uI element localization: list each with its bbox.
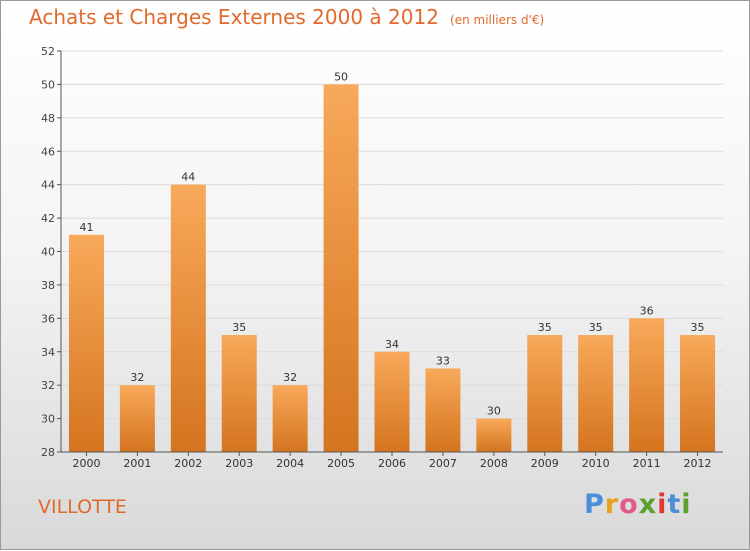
bar — [272, 385, 308, 452]
data-label: 35 — [691, 321, 705, 334]
bar — [476, 418, 512, 452]
y-tick-label: 46 — [41, 145, 55, 158]
data-label: 32 — [130, 371, 144, 384]
y-tick-label: 44 — [41, 179, 55, 192]
title-unit: (en milliers d'€) — [450, 13, 545, 27]
x-tick-label: 2009 — [531, 457, 559, 470]
y-tick-label: 50 — [41, 78, 55, 91]
bar — [323, 84, 359, 453]
axes: 28 30 32 34 36 38 40 42 44 46 48 50 52 — [41, 45, 723, 459]
y-tick-label: 48 — [41, 112, 55, 125]
data-label: 36 — [640, 304, 654, 317]
x-tick-label: 2000 — [72, 457, 100, 470]
bar — [527, 335, 563, 452]
x-tick-label: 2006 — [378, 457, 406, 470]
data-label: 50 — [334, 70, 348, 83]
y-tick-label: 28 — [41, 446, 55, 459]
bar — [68, 234, 104, 452]
x-tick-label: 2010 — [582, 457, 610, 470]
x-tick-label: 2002 — [174, 457, 202, 470]
data-label: 34 — [385, 338, 399, 351]
data-label: 30 — [487, 405, 501, 418]
bar — [221, 335, 257, 452]
bar — [629, 318, 665, 452]
data-label: 35 — [232, 321, 246, 334]
y-tick-label: 38 — [41, 279, 55, 292]
y-tick-label: 42 — [41, 212, 55, 225]
labels: 41 2000 32 2001 44 2002 35 2003 32 2004 50 2005 34 20… — [72, 70, 711, 470]
bar — [680, 335, 716, 452]
x-tick-label: 2011 — [633, 457, 661, 470]
bar — [119, 385, 155, 452]
y-tick-label: 36 — [41, 312, 55, 325]
x-tick-label: 2003 — [225, 457, 253, 470]
data-label: 35 — [538, 321, 552, 334]
x-tick-label: 2008 — [480, 457, 508, 470]
x-tick-label: 2007 — [429, 457, 457, 470]
x-tick-label: 2005 — [327, 457, 355, 470]
y-tick-label: 30 — [41, 413, 55, 426]
x-tick-label: 2001 — [123, 457, 151, 470]
y-tick-label: 32 — [41, 379, 55, 392]
commune-name: VILLOTTE — [38, 496, 127, 518]
data-label: 41 — [79, 221, 93, 234]
data-label: 44 — [181, 171, 195, 184]
data-label: 35 — [589, 321, 603, 334]
bar — [578, 335, 614, 452]
bar — [425, 368, 461, 452]
data-label: 33 — [436, 354, 450, 367]
bar — [170, 184, 206, 452]
y-tick-label: 34 — [41, 346, 55, 359]
chart-title: Achats et Charges Externes 2000 à 2012 (… — [29, 5, 544, 29]
x-tick-label: 2004 — [276, 457, 304, 470]
bars — [68, 84, 716, 453]
y-tick-label: 40 — [41, 246, 55, 259]
x-tick-label: 2012 — [684, 457, 712, 470]
title-text: Achats et Charges Externes 2000 à 2012 — [29, 5, 439, 29]
y-tick-label: 52 — [41, 45, 55, 58]
data-label: 32 — [283, 371, 297, 384]
bar — [374, 351, 410, 452]
proxiti-logo: Proxiti — [584, 489, 692, 520]
